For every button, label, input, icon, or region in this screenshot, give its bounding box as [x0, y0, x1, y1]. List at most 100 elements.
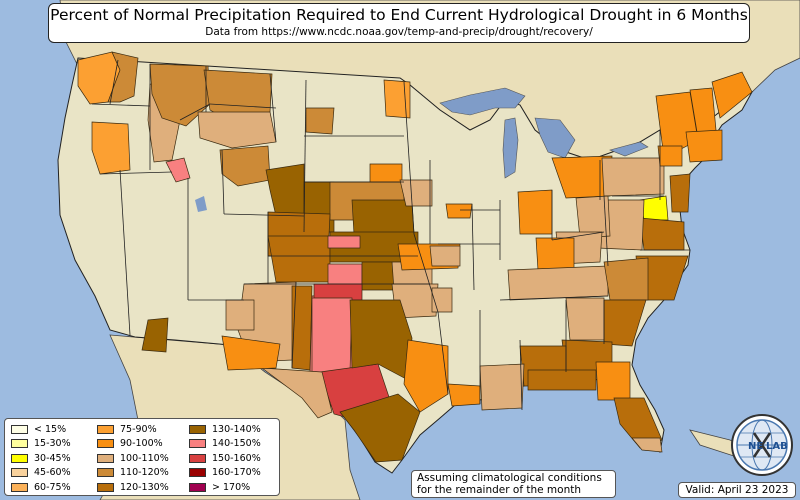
legend-label: 30-45% — [34, 452, 71, 464]
region-nc-central — [603, 257, 649, 301]
region-fl-south — [631, 437, 663, 453]
legend-swatch — [189, 468, 206, 477]
state-border-line — [223, 213, 305, 217]
region-mo-south — [429, 245, 461, 267]
region-ok-central — [361, 261, 395, 291]
note-line-1: Assuming climatological conditions — [417, 472, 602, 484]
region-mt-west — [149, 63, 211, 127]
region-pa-central — [601, 157, 665, 197]
legend-item: 130-140% — [189, 423, 261, 435]
region-nd-east — [383, 79, 411, 119]
state-border-line — [99, 171, 173, 175]
drought-regions — [77, 51, 753, 463]
state-border-line — [403, 81, 415, 235]
region-or-central — [91, 121, 131, 175]
legend-swatch — [189, 482, 206, 492]
logo-text-right: LAB — [766, 441, 788, 452]
legend-label: 130-140% — [212, 423, 261, 435]
region-sd-west — [305, 107, 335, 135]
legend-swatch — [189, 424, 206, 434]
region-md-de — [639, 195, 669, 221]
region-ne-east — [351, 199, 415, 235]
legend-swatch — [97, 482, 114, 492]
region-az-east — [141, 317, 169, 353]
region-il-north — [445, 203, 473, 219]
region-tx-south — [339, 393, 421, 463]
legend-label: 90-100% — [120, 438, 163, 449]
assumption-note: Assuming climatological conditions for t… — [411, 470, 616, 498]
region-az-south — [221, 335, 281, 371]
legend-item: < 15% — [11, 423, 66, 435]
legend-swatch — [189, 453, 206, 463]
state-border-line — [209, 103, 277, 109]
state-border-line — [413, 233, 439, 313]
legend: < 15% 15-30% 30-45% 45-60% 60-75% 75-90% 90-10… — [4, 418, 280, 496]
region-ma-ct — [685, 129, 723, 163]
legend-label: 60-75% — [34, 481, 71, 493]
title-box: Percent of Normal Precipitation Required… — [48, 3, 750, 43]
legend-label: 15-30% — [34, 438, 71, 449]
region-ny-south — [657, 145, 683, 167]
region-tx-west — [311, 297, 353, 373]
legend-swatch — [97, 439, 114, 448]
legend-item: 160-170% — [189, 467, 261, 479]
legend-label: 100-110% — [120, 452, 169, 464]
legend-label: 110-120% — [120, 467, 169, 478]
map-title: Percent of Normal Precipitation Required… — [50, 6, 748, 24]
state-borders — [91, 59, 690, 411]
legend-swatch — [11, 453, 28, 463]
region-co-se — [327, 235, 361, 249]
state-border-line — [119, 169, 131, 336]
region-nj — [669, 173, 691, 213]
region-tn-central — [507, 265, 609, 301]
region-wy-west — [219, 145, 271, 187]
region-tx-big-bend — [260, 367, 333, 419]
state-border-line — [519, 339, 523, 411]
legend-item: > 170% — [189, 481, 250, 493]
region-me — [711, 71, 753, 119]
legend-item: 75-90% — [97, 423, 157, 435]
legend-item: 30-45% — [11, 452, 71, 464]
map-subtitle: Data from https://www.ncdc.noaa.gov/temp… — [205, 26, 593, 38]
region-in-central — [517, 189, 553, 235]
valid-date: Valid: April 23 2023 — [678, 482, 796, 498]
legend-swatch — [97, 453, 114, 463]
legend-swatch — [189, 439, 206, 448]
legend-item: 45-60% — [11, 467, 71, 479]
region-ok-panhandle — [327, 263, 363, 287]
lake-superior — [439, 87, 526, 116]
state-border-line — [437, 311, 449, 395]
region-fl-north — [595, 361, 631, 401]
region-mt-east — [197, 111, 277, 149]
legend-item: 15-30% — [11, 438, 71, 450]
great-salt-lake — [195, 196, 207, 212]
legend-label: 160-170% — [212, 467, 261, 478]
state-border-line — [109, 59, 119, 105]
legend-swatch — [11, 424, 28, 434]
legend-item: 100-110% — [97, 452, 169, 464]
state-border-line — [291, 281, 297, 369]
state-border-line — [603, 195, 609, 267]
region-wa-east — [107, 51, 139, 103]
region-ia-west — [399, 179, 433, 207]
legend-label: 120-130% — [120, 481, 169, 493]
state-border-line — [269, 73, 277, 143]
legend-item: 90-100% — [97, 438, 163, 450]
legend-item: 110-120% — [97, 467, 169, 479]
region-fl-panhandle — [527, 369, 597, 391]
state-border-line — [303, 79, 307, 233]
region-mn-south — [369, 163, 403, 183]
legend-item: 120-130% — [97, 481, 169, 493]
legend-swatch — [97, 424, 114, 434]
state-border-line — [499, 295, 609, 301]
legend-swatch — [97, 468, 114, 477]
state-border-line — [471, 203, 475, 291]
state-border-line — [221, 149, 225, 215]
legend-swatch — [11, 439, 28, 448]
legend-label: 75-90% — [120, 423, 157, 435]
lake-michigan — [502, 117, 519, 179]
legend-label: 140-150% — [212, 438, 261, 449]
region-wv — [575, 195, 611, 239]
region-ga-north — [565, 297, 605, 341]
